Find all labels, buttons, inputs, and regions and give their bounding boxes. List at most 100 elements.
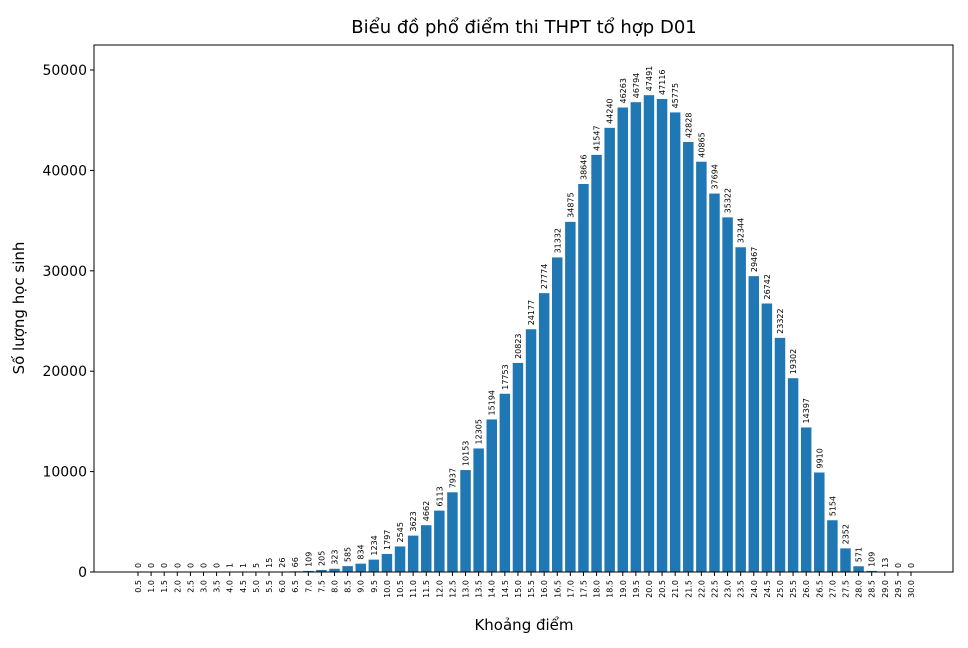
bar-value-label: 9910 bbox=[815, 448, 824, 468]
bar-value-label: 109 bbox=[868, 552, 877, 567]
bar bbox=[748, 276, 760, 572]
x-tick-label: 12.0 bbox=[435, 580, 444, 598]
x-tick-label: 28.0 bbox=[855, 580, 864, 598]
bar bbox=[486, 419, 497, 572]
x-tick-label: 28.5 bbox=[868, 580, 877, 598]
bar bbox=[722, 217, 733, 572]
bar bbox=[800, 427, 812, 572]
bar bbox=[683, 142, 694, 573]
y-tick-label: 0 bbox=[78, 565, 87, 581]
x-tick-label: 8.5 bbox=[344, 580, 353, 593]
bar bbox=[407, 535, 419, 572]
bar-value-label: 15194 bbox=[488, 390, 497, 415]
x-tick-label: 27.5 bbox=[841, 580, 850, 598]
x-tick-label: 19.0 bbox=[619, 580, 628, 598]
bar-value-label: 37694 bbox=[710, 164, 719, 189]
bar bbox=[552, 257, 563, 572]
bar bbox=[420, 525, 432, 572]
bar bbox=[578, 183, 589, 572]
x-tick-label: 17.0 bbox=[566, 580, 575, 598]
bar-value-label: 13 bbox=[881, 558, 890, 568]
bar-value-label: 27774 bbox=[540, 264, 549, 289]
bar-value-label: 34875 bbox=[566, 192, 575, 217]
x-tick-label: 3.5 bbox=[213, 580, 222, 593]
bar-value-label: 1797 bbox=[383, 530, 392, 550]
bar-value-label: 40865 bbox=[697, 132, 706, 157]
x-axis-label: Khoảng điểm bbox=[474, 616, 573, 634]
bar-value-label: 0 bbox=[147, 563, 156, 568]
bar bbox=[814, 472, 825, 572]
bar-value-label: 0 bbox=[213, 563, 222, 568]
bar-value-label: 47116 bbox=[658, 70, 667, 95]
x-tick-label: 24.5 bbox=[763, 580, 772, 598]
x-tick-label: 13.5 bbox=[475, 580, 484, 598]
bar-value-label: 10153 bbox=[462, 441, 471, 466]
bar-value-label: 29467 bbox=[750, 247, 759, 272]
bar-value-label: 0 bbox=[200, 563, 209, 568]
bar-value-label: 46263 bbox=[619, 78, 628, 103]
x-tick-label: 0.5 bbox=[134, 580, 143, 593]
x-tick-label: 11.0 bbox=[409, 580, 418, 598]
bar bbox=[368, 559, 380, 572]
x-tick-label: 16.0 bbox=[540, 580, 549, 598]
bar-value-label: 19302 bbox=[789, 349, 798, 374]
x-tick-label: 10.0 bbox=[383, 580, 392, 598]
bar bbox=[853, 566, 864, 572]
bar-value-label: 3623 bbox=[409, 511, 418, 531]
x-tick-label: 13.0 bbox=[462, 580, 471, 598]
bar-value-label: 585 bbox=[344, 547, 353, 562]
bar-value-label: 6113 bbox=[435, 486, 444, 506]
bar-value-label: 47491 bbox=[645, 66, 654, 91]
y-tick-label: 50000 bbox=[42, 63, 87, 79]
x-tick-label: 1.5 bbox=[160, 580, 169, 593]
x-tick-label: 5.5 bbox=[265, 580, 274, 593]
bar bbox=[342, 566, 353, 572]
bar bbox=[604, 127, 615, 572]
bar-value-label: 5 bbox=[252, 563, 261, 568]
bar bbox=[735, 247, 746, 572]
x-tick-label: 25.5 bbox=[789, 580, 798, 598]
x-tick-label: 3.0 bbox=[200, 580, 209, 593]
x-tick-label: 11.5 bbox=[422, 580, 431, 598]
x-tick-label: 26.5 bbox=[815, 580, 824, 598]
x-tick-label: 15.0 bbox=[514, 580, 523, 598]
x-tick-label: 16.5 bbox=[553, 580, 562, 598]
x-tick-label: 6.5 bbox=[291, 580, 300, 593]
x-tick-label: 2.0 bbox=[173, 580, 182, 593]
x-tick-label: 9.5 bbox=[370, 580, 379, 593]
bar-value-label: 7937 bbox=[448, 468, 457, 488]
x-tick-label: 22.0 bbox=[697, 580, 706, 598]
x-tick-label: 18.0 bbox=[593, 580, 602, 598]
bar bbox=[866, 570, 877, 572]
x-tick-label: 14.0 bbox=[488, 580, 497, 598]
bar-value-label: 0 bbox=[186, 563, 195, 568]
bar bbox=[643, 95, 655, 572]
bar bbox=[538, 293, 550, 572]
x-tick-label: 4.5 bbox=[239, 580, 248, 593]
x-tick-label: 18.5 bbox=[606, 580, 615, 598]
bar-value-label: 0 bbox=[160, 563, 169, 568]
bar-value-label: 323 bbox=[331, 549, 340, 564]
x-tick-label: 7.0 bbox=[304, 580, 313, 593]
x-tick-label: 1.0 bbox=[147, 580, 156, 593]
bar-value-label: 46794 bbox=[632, 73, 641, 98]
x-tick-label: 23.5 bbox=[737, 580, 746, 598]
bar bbox=[761, 303, 773, 572]
bar-value-label: 2545 bbox=[396, 522, 405, 542]
bar-value-label: 38646 bbox=[579, 155, 588, 180]
bar-value-label: 4662 bbox=[422, 501, 431, 521]
bar bbox=[473, 448, 484, 572]
bar bbox=[774, 337, 786, 572]
x-tick-label: 6.0 bbox=[278, 580, 287, 593]
bar bbox=[434, 510, 445, 572]
bar-value-label: 42828 bbox=[684, 113, 693, 138]
bar bbox=[787, 378, 799, 572]
bar-value-label: 12305 bbox=[475, 419, 484, 444]
bar-value-label: 41547 bbox=[593, 125, 602, 150]
bar-value-label: 571 bbox=[855, 547, 864, 562]
bar bbox=[394, 546, 406, 572]
bar bbox=[316, 569, 327, 572]
bar-value-label: 23322 bbox=[776, 308, 785, 333]
bar-value-label: 205 bbox=[317, 551, 326, 566]
bar bbox=[617, 107, 629, 572]
